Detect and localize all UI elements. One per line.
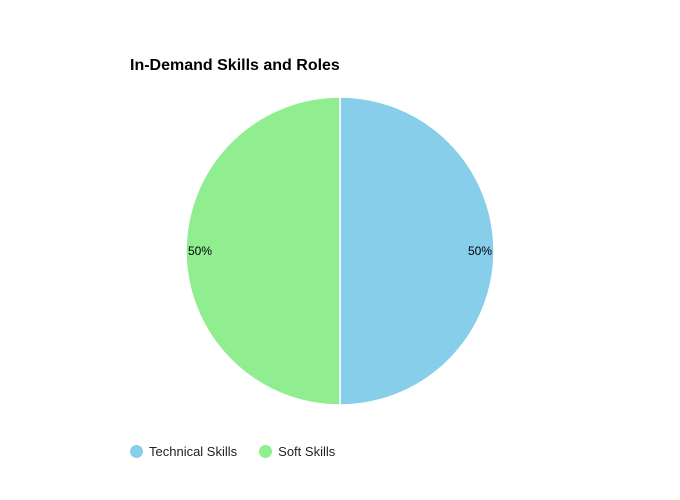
legend-swatch — [259, 445, 273, 458]
legend-label: Technical Skills — [149, 444, 238, 459]
legend-item-technical-skills[interactable]: Technical Skills — [130, 444, 237, 459]
pie-slice-technical-skills[interactable] — [339, 96, 495, 406]
slice-label-technical-skills: 50% — [468, 244, 492, 258]
legend-label: Soft Skills — [278, 444, 336, 459]
legend: Technical Skills Soft Skills — [130, 444, 357, 459]
legend-swatch — [130, 445, 143, 458]
chart-title: In-Demand Skills and Roles — [130, 57, 340, 74]
slice-label-soft-skills: 50% — [188, 244, 212, 258]
pie-slice-soft-skills[interactable] — [185, 96, 341, 406]
legend-item-soft-skills[interactable]: Soft Skills — [259, 444, 335, 459]
